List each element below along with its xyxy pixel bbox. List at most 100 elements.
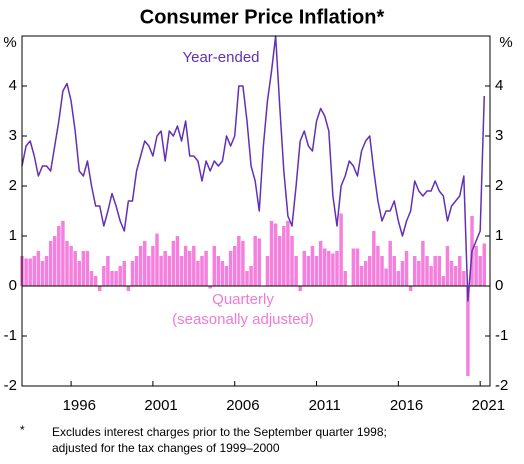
bar: [179, 256, 184, 286]
bar: [277, 236, 282, 286]
bar: [445, 246, 450, 286]
bar: [437, 256, 442, 286]
bar: [200, 256, 204, 286]
bar: [147, 256, 151, 286]
line: [21, 35, 486, 302]
bar: [204, 251, 208, 286]
bar: [196, 261, 200, 286]
bar: [453, 266, 458, 286]
bar: [93, 276, 98, 286]
bar: [478, 256, 482, 286]
bar: [351, 248, 356, 286]
bar: [61, 221, 65, 286]
bar: [421, 241, 425, 286]
bar: [462, 271, 466, 286]
y-tick-label: 2: [495, 177, 503, 194]
bar-annotation: (seasonally adjusted): [172, 311, 314, 328]
bar: [163, 251, 167, 286]
bar: [404, 251, 409, 286]
plot-frame: [21, 35, 491, 387]
bar: [372, 231, 376, 286]
bar: [269, 221, 274, 286]
bar: [36, 251, 41, 286]
y-tick-label: 3: [495, 127, 503, 144]
bar: [44, 256, 49, 286]
bar: [57, 226, 61, 286]
y-tick-label: 1: [9, 227, 17, 244]
bar: [355, 248, 360, 286]
bar: [167, 256, 172, 286]
bar: [298, 286, 302, 291]
bar: [65, 241, 69, 286]
y-tick-label: -2: [4, 377, 17, 394]
footnote: Excludes interest charges prior to the S…: [52, 425, 387, 439]
x-tick-label: 2001: [144, 397, 177, 414]
bar: [331, 253, 335, 286]
x-tick-label: 1996: [63, 397, 96, 414]
bar: [474, 246, 478, 286]
bar: [429, 266, 433, 286]
y-tick-label: 3: [9, 127, 17, 144]
bar: [187, 251, 192, 286]
y-tick-label: 2: [9, 177, 17, 194]
bar: [253, 236, 257, 286]
y-tick-label: 0: [495, 277, 503, 294]
bar: [290, 236, 294, 286]
bar: [114, 271, 118, 286]
bar: [392, 256, 397, 286]
bar: [142, 241, 147, 286]
bar: [318, 241, 323, 286]
bar: [118, 266, 122, 286]
bar: [245, 271, 249, 286]
x-tick-label: 2021: [472, 397, 505, 414]
bar: [73, 251, 77, 286]
bar: [192, 246, 196, 286]
y-tick-label: 1: [495, 227, 503, 244]
bar: [24, 258, 28, 286]
bar: [335, 251, 339, 286]
y-tick-label: 4: [9, 77, 17, 94]
bar: [130, 261, 135, 286]
bar: [183, 246, 188, 286]
bar: [265, 256, 270, 286]
bar: [412, 256, 417, 286]
chart-title: Consumer Price Inflation*: [140, 6, 385, 28]
bar: [359, 266, 364, 286]
bar: [212, 246, 217, 286]
bar: [417, 261, 421, 286]
bar: [408, 286, 413, 291]
bar: [327, 251, 331, 286]
bar: [126, 286, 131, 291]
bar: [97, 286, 102, 291]
x-tick-label: 2016: [390, 397, 423, 414]
bar: [106, 256, 110, 286]
bar: [273, 223, 278, 286]
bar: [466, 286, 470, 376]
bar: [40, 261, 45, 286]
bar: [363, 261, 368, 286]
bar: [155, 233, 159, 286]
bar: [28, 258, 32, 286]
bar: [232, 246, 237, 286]
bar: [77, 261, 82, 286]
y-tick-label: -1: [495, 327, 508, 344]
bar: [110, 271, 114, 286]
y-tick-label: 0: [9, 277, 17, 294]
bar: [208, 286, 212, 289]
bar: [171, 241, 176, 286]
bar: [322, 248, 327, 286]
x-tick-label: 2011: [309, 397, 341, 414]
bar: [224, 266, 229, 286]
footnote: adjusted for the tax changes of 1999–200…: [52, 441, 280, 455]
bar: [400, 261, 405, 286]
bar: [384, 268, 388, 286]
bar: [396, 271, 401, 286]
bar: [433, 256, 437, 286]
y-unit-right: %: [499, 34, 512, 51]
bar: [175, 236, 180, 286]
bar: [376, 246, 380, 286]
bar-annotation: Quarterly: [212, 291, 274, 308]
bar: [457, 256, 462, 286]
bar: [138, 246, 143, 286]
